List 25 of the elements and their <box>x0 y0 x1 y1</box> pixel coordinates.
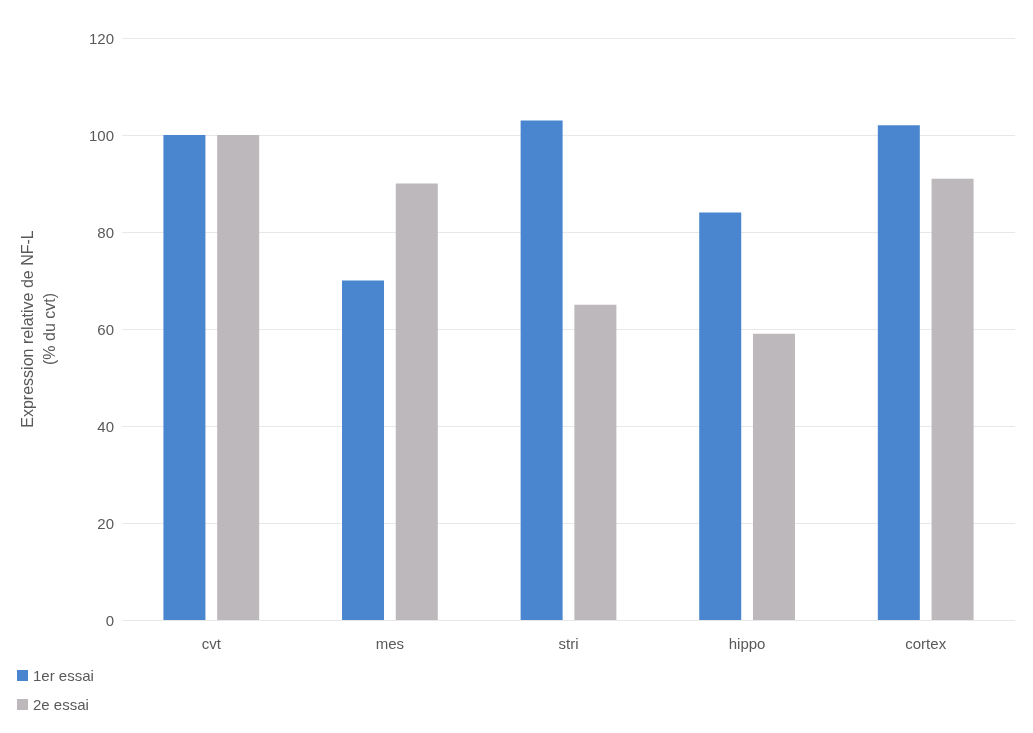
y-tick-label: 0 <box>105 611 114 629</box>
y-tick-label: 60 <box>97 320 114 338</box>
bar <box>395 183 438 620</box>
bar <box>217 135 260 620</box>
bar <box>877 125 920 620</box>
legend-label: 1er essai <box>33 667 94 684</box>
x-tick-label: cortex <box>905 635 947 652</box>
bar <box>699 212 742 620</box>
bar <box>520 120 563 620</box>
bar <box>342 280 385 620</box>
bar <box>931 178 974 620</box>
legend-label: 2e essai <box>33 696 89 713</box>
y-tick-label: 20 <box>97 514 114 532</box>
x-tick-label: stri <box>558 635 579 652</box>
y-tick-label: 80 <box>97 223 114 241</box>
y-tick-label: 40 <box>97 417 114 435</box>
bar <box>574 304 617 620</box>
y-tick-label: 120 <box>88 29 114 47</box>
bar <box>163 135 206 620</box>
x-tick-label: hippo <box>728 635 766 652</box>
y-tick-label: 100 <box>88 126 114 144</box>
bar <box>752 333 795 620</box>
x-tick-label: cvt <box>201 635 222 652</box>
y-axis-title: Expression relative de NF-L (% du cvt) <box>18 230 58 428</box>
x-tick-label: mes <box>375 635 405 652</box>
